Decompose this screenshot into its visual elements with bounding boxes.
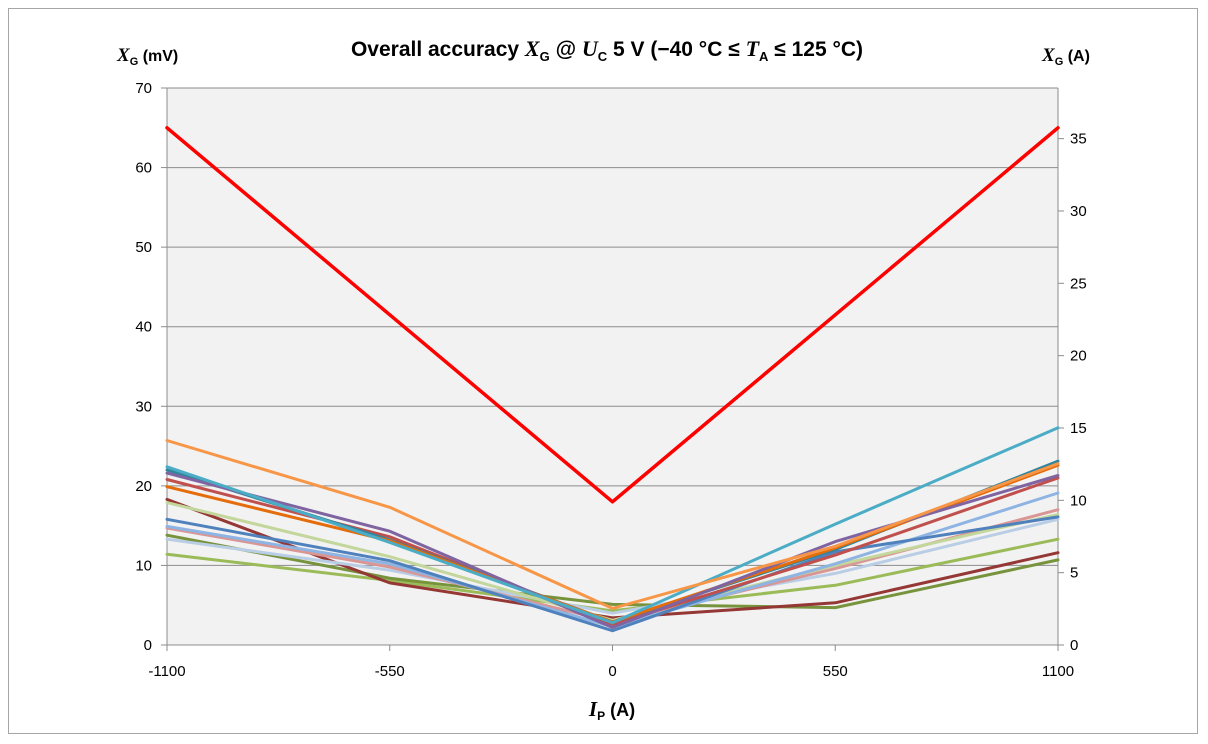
series-line-4	[165, 517, 1060, 615]
tick-labels: 0 10 20 30 40 50 60 70 0 5 10 15 20 25 30 35 -1100 -550 0 5…	[135, 80, 1086, 680]
y-left-tick-label: 70	[135, 80, 152, 97]
y-left-tick-label: 60	[135, 160, 152, 177]
y-left-tick-label: 40	[135, 319, 152, 336]
chart-svg: 0 10 20 30 40 50 60 70 0 5 10 15 20 25 30 35 -1100 -550 0 5…	[116, 36, 1090, 723]
y-right-tick-label: 0	[1070, 637, 1078, 654]
y-right-tick-label: 10	[1070, 492, 1087, 509]
y-right-tick-label: 20	[1070, 348, 1087, 365]
chart-title: Overall accuracy XG @ UC 5 V (−40 °C ≤ T…	[351, 36, 863, 64]
y-right-tick-label: 35	[1070, 131, 1087, 148]
series-lines	[165, 126, 1060, 633]
y-right-tick-label: 30	[1070, 203, 1087, 220]
y-left-tick-label: 10	[135, 557, 152, 574]
y-left-tick-label: 20	[135, 478, 152, 495]
series-line-13	[165, 426, 1060, 625]
y-right-tick-label: 15	[1070, 420, 1087, 437]
series-line-2	[165, 533, 1060, 610]
y-left-tick-label: 0	[144, 637, 152, 654]
series-line-6	[165, 501, 1060, 622]
x-tick-label: 550	[823, 663, 848, 680]
series-line-8	[165, 515, 1060, 633]
series-line-14	[165, 439, 1060, 610]
chart-frame: 0 10 20 30 40 50 60 70 0 5 10 15 20 25 30 35 -1100 -550 0 5…	[8, 8, 1198, 734]
y-left-axis-label: XG (mV)	[116, 45, 178, 68]
y-left-tick-label: 50	[135, 239, 152, 256]
series-line-1	[165, 537, 1060, 613]
y-right-tick-label: 25	[1070, 275, 1087, 292]
x-tick-label: -1100	[148, 663, 185, 680]
y-right-tick-label: 5	[1070, 565, 1078, 582]
x-tick-label: 0	[608, 663, 616, 680]
x-tick-label: 1100	[1042, 663, 1074, 680]
series-line-15	[165, 126, 1060, 504]
y-right-axis-label: XG (A)	[1041, 45, 1090, 68]
y-left-tick-label: 30	[135, 398, 152, 415]
x-tick-label: -550	[375, 663, 405, 680]
x-axis-label: IP (A)	[588, 697, 635, 723]
